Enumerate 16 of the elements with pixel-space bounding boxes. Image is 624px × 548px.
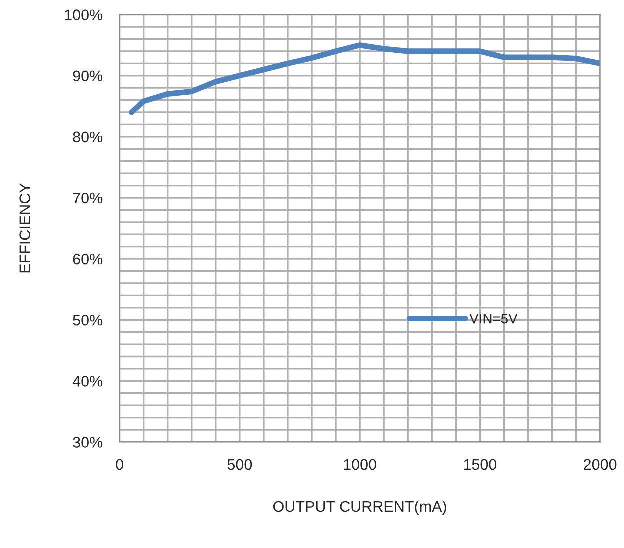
y-tick-label: 90% [73,70,103,82]
x-tick-label: 1000 [344,459,376,470]
y-tick-label: 80% [73,132,103,143]
x-tick-label: 2000 [584,459,617,470]
y-tick-label: 100% [65,10,103,20]
x-axis-title: OUTPUT CURRENT(mA) [273,500,446,516]
y-tick-label: 70% [73,192,103,204]
y-tick-label: 50% [73,314,103,326]
y-tick-label: 40% [72,376,103,387]
x-tick-label: 1500 [464,459,497,470]
y-axis-title: EFFICIENCY [20,183,30,273]
x-tick-label: 0 [116,459,124,470]
x-tick-label: 500 [228,459,252,470]
legend-label: VIN=5V [470,314,518,324]
y-tick-label: 30% [73,437,103,448]
y-tick-label: 60% [73,254,103,265]
